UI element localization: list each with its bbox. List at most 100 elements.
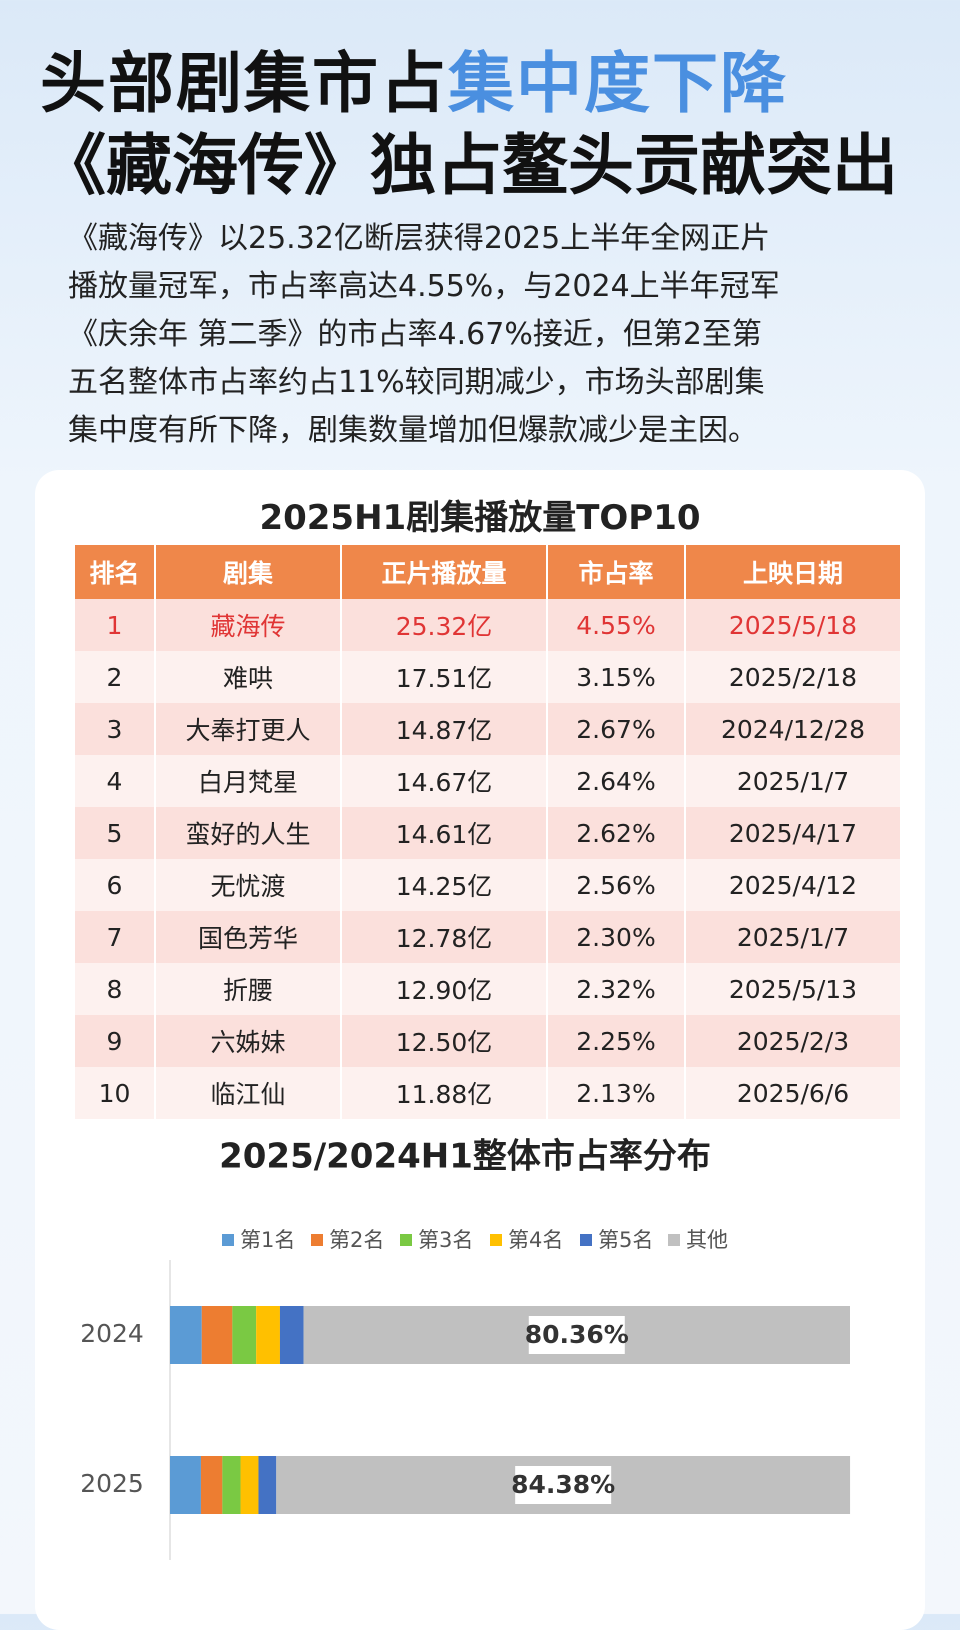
table-cell: 2025/5/18 (685, 599, 902, 651)
table-cell: 难哄 (155, 651, 342, 703)
legend-label: 第2名 (329, 1228, 384, 1252)
table-cell: 7 (75, 911, 156, 963)
table-cell: 2025/4/12 (685, 859, 902, 911)
table-cell: 12.90亿 (341, 963, 548, 1015)
table-title: 2025H1剧集播放量TOP10 (259, 498, 701, 538)
bar-segment (200, 1456, 223, 1514)
table-cell: 8 (75, 963, 156, 1015)
table-cell: 2025/2/3 (685, 1015, 902, 1067)
header-cell: 上映日期 (685, 545, 902, 599)
table-cell: 折腰 (155, 963, 342, 1015)
y-tick-label: 2024 (80, 1319, 144, 1348)
bar-segment (279, 1306, 304, 1364)
table-cell: 2024/12/28 (685, 703, 902, 755)
header-cell: 市占率 (547, 545, 686, 599)
table-cell: 14.25亿 (341, 859, 548, 911)
table-cell: 2025/1/7 (685, 755, 902, 807)
legend-swatch (490, 1234, 502, 1246)
paragraph: 《藏海传》以25.32亿断层获得2025上半年全网正片 播放量冠军，市占率高达4.… (68, 215, 780, 455)
table-cell: 白月梵星 (155, 755, 342, 807)
header-row: 排名 剧集 正片播放量 市占率 上映日期 (75, 545, 902, 599)
table-cell: 2.13% (547, 1067, 686, 1119)
table-cell: 4.55% (547, 599, 686, 651)
table-row: 1 藏海传 25.32亿 4.55% 2025/5/18 (75, 599, 902, 651)
value-label: 84.38% (511, 1470, 615, 1499)
header-cell: 剧集 (155, 545, 342, 599)
bar-segment (201, 1306, 233, 1364)
bar-segment (170, 1456, 201, 1514)
legend-label: 第5名 (598, 1228, 653, 1252)
bar-segment (232, 1306, 257, 1364)
paragraph-line: 播放量冠军，市占率高达4.55%，与2024上半年冠军 (68, 269, 780, 304)
bar-segment (258, 1456, 277, 1514)
table-cell: 10 (75, 1067, 156, 1119)
table-cell: 2.32% (547, 963, 686, 1015)
paragraph-line: 《庆余年 第二季》的市占率4.67%接近，但第2至第 (68, 317, 762, 352)
chart-title: 2025/2024H1整体市占率分布 (219, 1137, 711, 1177)
table-cell: 4 (75, 755, 156, 807)
table-cell: 25.32亿 (341, 599, 548, 651)
table-cell: 2025/6/6 (685, 1067, 902, 1119)
title: 头部剧集市占集中度下降 (40, 30, 788, 126)
table-row: 5 蛮好的人生 14.61亿 2.62% 2025/4/17 (75, 807, 902, 859)
title-highlight: 集中度下降 (448, 45, 788, 122)
table-row: 9 六姊妹 12.50亿 2.25% 2025/2/3 (75, 1015, 902, 1067)
table-cell: 六姊妹 (155, 1015, 342, 1067)
table-cell: 12.50亿 (341, 1015, 548, 1067)
table-cell: 14.87亿 (341, 703, 548, 755)
label-box (528, 1316, 625, 1354)
table-cell: 国色芳华 (155, 911, 342, 963)
table: 排名 剧集 正片播放量 市占率 上映日期 1 藏海传 25.32亿 4.55% 2025/5/18… (75, 545, 902, 1119)
legend-swatch (400, 1234, 412, 1246)
table-cell: 临江仙 (155, 1067, 342, 1119)
label-box (515, 1466, 612, 1504)
bar-segment (170, 1306, 202, 1364)
paragraph-line: 《藏海传》以25.32亿断层获得2025上半年全网正片 (68, 221, 771, 256)
table-cell: 2025/1/7 (685, 911, 902, 963)
table-cell: 无忧渡 (155, 859, 342, 911)
header-cell: 排名 (75, 545, 156, 599)
table-cell: 2025/4/17 (685, 807, 902, 859)
y-tick-label: 2025 (80, 1469, 144, 1498)
legend-swatch (222, 1234, 234, 1246)
table-cell: 2.62% (547, 807, 686, 859)
legend-swatch (311, 1234, 323, 1246)
table-cell: 2025/5/13 (685, 963, 902, 1015)
table-row: 2 难哄 17.51亿 3.15% 2025/2/18 (75, 651, 902, 703)
table-cell: 2.30% (547, 911, 686, 963)
table-row: 6 无忧渡 14.25亿 2.56% 2025/4/12 (75, 859, 902, 911)
legend-swatch (668, 1234, 680, 1246)
table-cell: 2.25% (547, 1015, 686, 1067)
table-cell: 17.51亿 (341, 651, 548, 703)
table-cell: 11.88亿 (341, 1067, 548, 1119)
table-cell: 14.61亿 (341, 807, 548, 859)
table-row: 7 国色芳华 12.78亿 2.30% 2025/1/7 (75, 911, 902, 963)
table-cell: 12.78亿 (341, 911, 548, 963)
table-row: 4 白月梵星 14.67亿 2.64% 2025/1/7 (75, 755, 902, 807)
table-cell: 蛮好的人生 (155, 807, 342, 859)
table-cell: 3.15% (547, 651, 686, 703)
table-cell: 9 (75, 1015, 156, 1067)
table-cell: 2 (75, 651, 156, 703)
bar-segment (222, 1456, 241, 1514)
header-cell: 正片播放量 (341, 545, 548, 599)
table-row: 10 临江仙 11.88亿 2.13% 2025/6/6 (75, 1067, 902, 1119)
bar-segment (256, 1306, 280, 1364)
bar-segment (240, 1456, 259, 1514)
legend-swatch (580, 1234, 592, 1246)
table-cell: 2.64% (547, 755, 686, 807)
paragraph-line: 五名整体市占率约占11%较同期减少，市场头部剧集 (68, 365, 765, 400)
legend-label: 第1名 (240, 1228, 295, 1252)
table-cell: 藏海传 (155, 599, 342, 651)
legend-label: 第3名 (418, 1228, 473, 1252)
table-row: 8 折腰 12.90亿 2.32% 2025/5/13 (75, 963, 902, 1015)
title-part: 头部剧集市占 (40, 45, 448, 122)
table-cell: 5 (75, 807, 156, 859)
table-cell: 6 (75, 859, 156, 911)
table-cell: 2025/2/18 (685, 651, 902, 703)
legend-label: 其他 (686, 1228, 728, 1252)
table-cell: 2.56% (547, 859, 686, 911)
table-cell: 大奉打更人 (155, 703, 342, 755)
table-cell: 2.67% (547, 703, 686, 755)
